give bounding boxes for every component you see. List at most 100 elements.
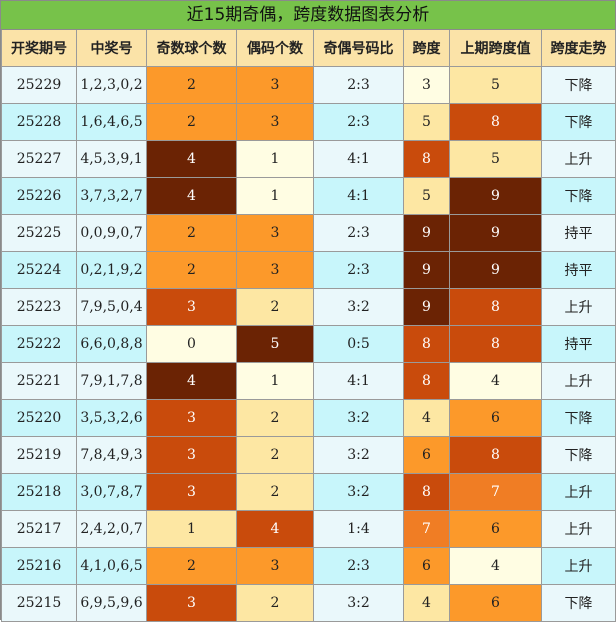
cell-even-count: 3 bbox=[236, 214, 314, 252]
cell-span: 7 bbox=[403, 510, 450, 548]
cell-even-count: 1 bbox=[236, 140, 314, 178]
cell-even-count: 2 bbox=[236, 288, 314, 326]
cell-odd-count: 2 bbox=[146, 251, 237, 289]
cell-ratio: 4:1 bbox=[313, 140, 404, 178]
col-header-span: 跨度 bbox=[403, 30, 450, 67]
cell-ratio: 2:3 bbox=[313, 547, 404, 585]
cell-numbers: 0,2,1,9,2 bbox=[76, 251, 147, 289]
cell-span: 6 bbox=[403, 547, 450, 585]
cell-trend: 上升 bbox=[541, 288, 616, 326]
analysis-table: 开奖期号 中奖号 奇数球个数 偶码个数 奇偶号码比 跨度 上期跨度值 跨度走势 … bbox=[1, 30, 616, 622]
cell-span: 3 bbox=[403, 66, 450, 104]
cell-even-count: 2 bbox=[236, 436, 314, 474]
cell-odd-count: 1 bbox=[146, 510, 237, 548]
cell-prev-span: 8 bbox=[449, 325, 542, 363]
cell-odd-count: 3 bbox=[146, 399, 237, 437]
cell-even-count: 5 bbox=[236, 325, 314, 363]
cell-trend: 下降 bbox=[541, 103, 616, 141]
cell-span: 5 bbox=[403, 177, 450, 215]
table-row: 25217 2,4,2,0,7 1 4 1:4 7 6 上升 bbox=[1, 510, 616, 548]
cell-prev-span: 9 bbox=[449, 251, 542, 289]
table-row: 25227 4,5,3,9,1 4 1 4:1 8 5 上升 bbox=[1, 140, 616, 178]
cell-trend: 持平 bbox=[541, 325, 616, 363]
cell-numbers: 7,9,1,7,8 bbox=[76, 362, 147, 400]
cell-odd-count: 4 bbox=[146, 140, 237, 178]
cell-numbers: 3,0,7,8,7 bbox=[76, 473, 147, 511]
cell-issue: 25225 bbox=[1, 214, 77, 252]
cell-issue: 25218 bbox=[1, 473, 77, 511]
cell-ratio: 3:2 bbox=[313, 584, 404, 622]
cell-prev-span: 9 bbox=[449, 214, 542, 252]
cell-prev-span: 7 bbox=[449, 473, 542, 511]
col-header-prev-span: 上期跨度值 bbox=[449, 30, 542, 67]
cell-ratio: 0:5 bbox=[313, 325, 404, 363]
cell-ratio: 4:1 bbox=[313, 362, 404, 400]
cell-ratio: 2:3 bbox=[313, 214, 404, 252]
col-header-even-count: 偶码个数 bbox=[236, 30, 314, 67]
table-row: 25220 3,5,3,2,6 3 2 3:2 4 6 下降 bbox=[1, 399, 616, 437]
cell-span: 5 bbox=[403, 103, 450, 141]
cell-issue: 25226 bbox=[1, 177, 77, 215]
table-row: 25216 4,1,0,6,5 2 3 2:3 6 4 上升 bbox=[1, 547, 616, 585]
cell-even-count: 4 bbox=[236, 510, 314, 548]
cell-trend: 下降 bbox=[541, 399, 616, 437]
cell-prev-span: 5 bbox=[449, 140, 542, 178]
table-row: 25215 6,9,5,9,6 3 2 3:2 4 6 下降 bbox=[1, 584, 616, 622]
table-row: 25225 0,0,9,0,7 2 3 2:3 9 9 持平 bbox=[1, 214, 616, 252]
table-body: 25229 1,2,3,0,2 2 3 2:3 3 5 下降 25228 1,6,4,6,5 2 3 2… bbox=[1, 66, 616, 622]
cell-trend: 下降 bbox=[541, 66, 616, 104]
cell-numbers: 2,4,2,0,7 bbox=[76, 510, 147, 548]
cell-issue: 25215 bbox=[1, 584, 77, 622]
cell-span: 4 bbox=[403, 584, 450, 622]
cell-span: 8 bbox=[403, 140, 450, 178]
cell-prev-span: 6 bbox=[449, 584, 542, 622]
cell-odd-count: 3 bbox=[146, 584, 237, 622]
cell-ratio: 3:2 bbox=[313, 473, 404, 511]
cell-issue: 25229 bbox=[1, 66, 77, 104]
cell-prev-span: 6 bbox=[449, 510, 542, 548]
cell-even-count: 2 bbox=[236, 399, 314, 437]
cell-trend: 下降 bbox=[541, 436, 616, 474]
cell-issue: 25227 bbox=[1, 140, 77, 178]
cell-issue: 25224 bbox=[1, 251, 77, 289]
cell-span: 8 bbox=[403, 362, 450, 400]
cell-span: 6 bbox=[403, 436, 450, 474]
cell-issue: 25223 bbox=[1, 288, 77, 326]
cell-ratio: 1:4 bbox=[313, 510, 404, 548]
cell-odd-count: 3 bbox=[146, 436, 237, 474]
table-row: 25228 1,6,4,6,5 2 3 2:3 5 8 下降 bbox=[1, 103, 616, 141]
cell-numbers: 3,7,3,2,7 bbox=[76, 177, 147, 215]
cell-span: 9 bbox=[403, 214, 450, 252]
col-header-numbers: 中奖号 bbox=[76, 30, 147, 67]
table-row: 25223 7,9,5,0,4 3 2 3:2 9 8 上升 bbox=[1, 288, 616, 326]
cell-span: 9 bbox=[403, 251, 450, 289]
table-row: 25226 3,7,3,2,7 4 1 4:1 5 9 下降 bbox=[1, 177, 616, 215]
cell-prev-span: 8 bbox=[449, 436, 542, 474]
cell-trend: 上升 bbox=[541, 140, 616, 178]
cell-issue: 25228 bbox=[1, 103, 77, 141]
cell-prev-span: 4 bbox=[449, 547, 542, 585]
col-header-odd-count: 奇数球个数 bbox=[146, 30, 237, 67]
cell-odd-count: 3 bbox=[146, 473, 237, 511]
cell-odd-count: 4 bbox=[146, 177, 237, 215]
cell-numbers: 6,9,5,9,6 bbox=[76, 584, 147, 622]
cell-trend: 持平 bbox=[541, 251, 616, 289]
cell-issue: 25220 bbox=[1, 399, 77, 437]
table-row: 25222 6,6,0,8,8 0 5 0:5 8 8 持平 bbox=[1, 325, 616, 363]
cell-even-count: 1 bbox=[236, 177, 314, 215]
cell-ratio: 2:3 bbox=[313, 103, 404, 141]
cell-numbers: 1,2,3,0,2 bbox=[76, 66, 147, 104]
cell-numbers: 7,8,4,9,3 bbox=[76, 436, 147, 474]
cell-even-count: 1 bbox=[236, 362, 314, 400]
cell-even-count: 2 bbox=[236, 473, 314, 511]
cell-even-count: 3 bbox=[236, 547, 314, 585]
cell-issue: 25219 bbox=[1, 436, 77, 474]
header-row: 开奖期号 中奖号 奇数球个数 偶码个数 奇偶号码比 跨度 上期跨度值 跨度走势 bbox=[1, 30, 616, 67]
table-row: 25224 0,2,1,9,2 2 3 2:3 9 9 持平 bbox=[1, 251, 616, 289]
cell-prev-span: 8 bbox=[449, 103, 542, 141]
table-row: 25229 1,2,3,0,2 2 3 2:3 3 5 下降 bbox=[1, 66, 616, 104]
cell-prev-span: 8 bbox=[449, 288, 542, 326]
cell-ratio: 3:2 bbox=[313, 399, 404, 437]
cell-trend: 持平 bbox=[541, 214, 616, 252]
cell-even-count: 3 bbox=[236, 103, 314, 141]
